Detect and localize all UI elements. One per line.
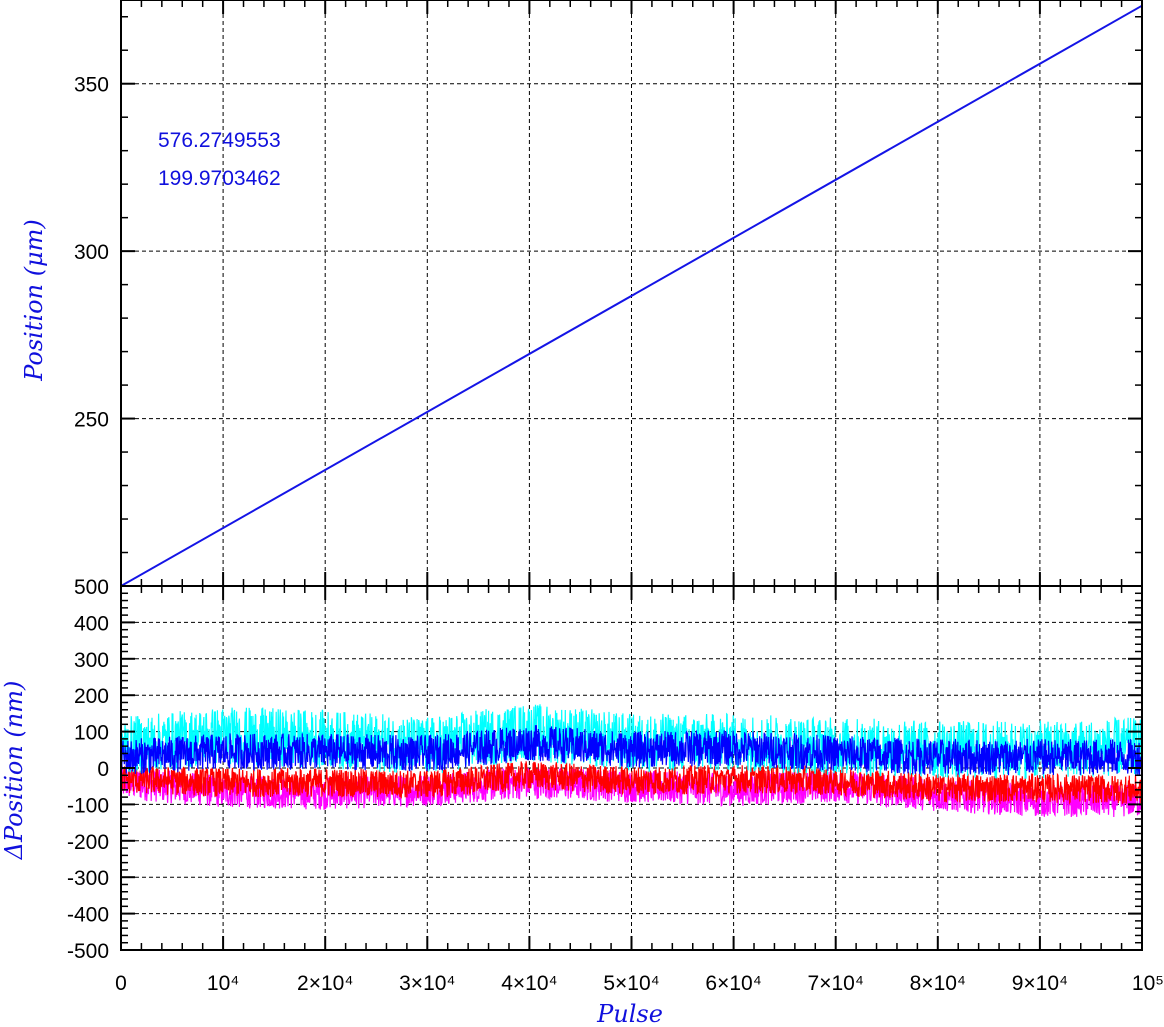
bottom-y-axis-title: ΔPosition (nm): [0, 681, 28, 861]
bottom-series: [120, 704, 1143, 818]
bottom-y-tick-label: -300: [67, 867, 109, 890]
bottom-y-tick-label: -400: [67, 904, 109, 927]
bottom-y-tick-label: 0: [97, 758, 109, 781]
bottom-y-tick-label: -200: [67, 831, 109, 854]
x-tick-label: 5×10⁴: [603, 972, 659, 995]
bottom-y-tick-label: 500: [74, 576, 109, 599]
top-y-tick-labels: 250 300 350: [74, 74, 109, 432]
x-axis-title: Pulse: [596, 1000, 663, 1027]
bottom-series-line-3: [120, 725, 1143, 776]
x-tick-label: 6×10⁴: [705, 972, 761, 995]
x-tick-label: 3×10⁴: [399, 972, 455, 995]
bottom-y-tick-label: 200: [74, 685, 109, 708]
x-tick-label: 9×10⁴: [1012, 972, 1068, 995]
top-grid: [121, 0, 1142, 586]
top-series: [120, 4, 1143, 587]
annotation-2: 199.9703462: [158, 167, 281, 190]
x-tick-label: 7×10⁴: [808, 972, 864, 995]
top-y-tick-label: 250: [74, 409, 109, 432]
top-plot: 250 300 350 576.2749553 199.9703462 Positi…: [20, 0, 1143, 950]
top-y-tick-label: 350: [74, 74, 109, 97]
bottom-plot-frame: [120, 585, 1143, 951]
bottom-y-tick-label: 300: [74, 649, 109, 672]
x-tick-label: 2×10⁴: [297, 972, 353, 995]
x-tick-label: 0: [115, 972, 127, 995]
bottom-y-tick-label: -100: [67, 794, 109, 817]
bottom-plot: -500 -400 -300 -200 -100 0 100 200 300 400 500 0 10…: [0, 576, 1164, 1027]
top-y-axis-title: Position (μm): [20, 219, 48, 382]
x-tick-label: 10⁵: [1132, 972, 1164, 995]
bottom-y-tick-labels: -500 -400 -300 -200 -100 0 100 200 300 400 500: [67, 576, 109, 963]
x-tick-label: 10⁴: [207, 972, 239, 995]
annotation-1: 576.2749553: [158, 129, 281, 152]
x-tick-labels: 0 10⁴ 2×10⁴ 3×10⁴ 4×10⁴ 5×10⁴ 6×10⁴ 7×10⁴ 8×10⁴ 9…: [115, 972, 1164, 995]
bottom-y-tick-label: 400: [74, 612, 109, 635]
top-series-line-0: [120, 4, 1143, 587]
bottom-series-line-2: [120, 704, 1143, 779]
bottom-series-line-1: [120, 761, 1143, 805]
x-tick-label: 8×10⁴: [910, 972, 966, 995]
bottom-y-tick-label: 100: [74, 722, 109, 745]
bottom-y-tick-label: -500: [67, 940, 109, 963]
top-ticks: [120, 0, 1143, 950]
x-tick-label: 4×10⁴: [501, 972, 557, 995]
top-y-tick-label: 300: [74, 241, 109, 264]
